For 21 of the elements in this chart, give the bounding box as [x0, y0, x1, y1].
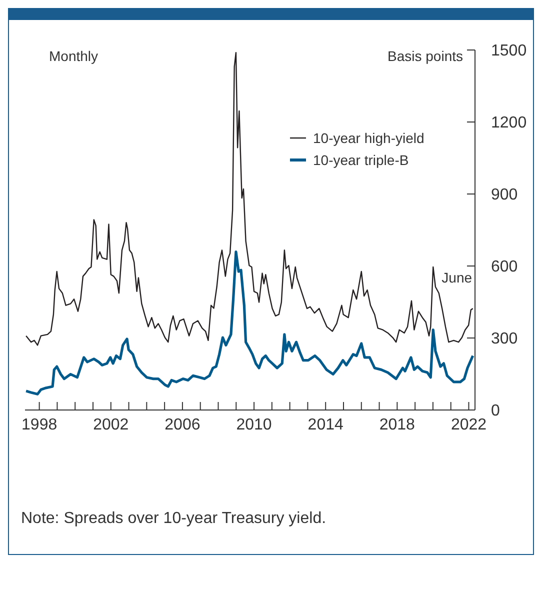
y-tick-label: 1200: [491, 114, 527, 132]
x-tick-label: 2010: [236, 416, 272, 434]
text: Note: Spreads over 10-year Treasury yield.: [21, 510, 328, 528]
y-axis-title: Basis points: [388, 48, 463, 64]
x-tick-label: 2006: [164, 416, 200, 434]
y-tick-label: 1500: [491, 42, 527, 60]
y-tick-label: 300: [491, 330, 518, 348]
y-tick-label: 0: [491, 402, 500, 420]
y-tick-label: 900: [491, 186, 518, 204]
x-tick-label: 2018: [379, 416, 416, 434]
annotation: Monthly: [49, 48, 98, 64]
line-series: [25, 250, 474, 396]
legend-label: 10-year triple-B: [313, 152, 409, 168]
line-series: [25, 52, 474, 346]
x-tick-label: 2014: [308, 416, 344, 434]
x-tick-label: 2002: [93, 416, 129, 434]
x-tick-label: 1998: [22, 416, 58, 434]
y-tick-label: 600: [491, 258, 518, 276]
x-tick-label: 2022: [450, 416, 487, 434]
annotation: June: [442, 269, 472, 286]
legend-label: 10-year high-yield: [313, 130, 424, 146]
